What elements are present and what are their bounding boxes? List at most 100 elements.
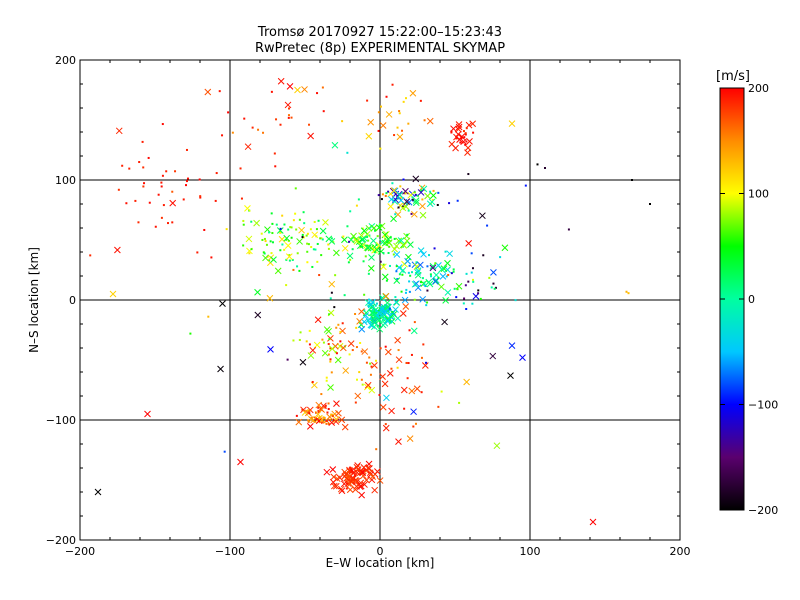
data-point-x [446,250,454,258]
data-point-x [308,415,315,423]
data-point-dot [186,177,189,180]
data-point-dot [185,148,188,151]
data-point-dot [138,161,141,164]
data-point-dot [227,111,230,114]
data-point-dot [288,254,291,257]
data-point-dot [345,487,348,490]
data-point-dot [310,246,313,249]
data-point-dot [363,309,366,312]
data-point-x [354,462,362,469]
data-point-dot [355,204,358,207]
data-point-dot [329,297,332,300]
data-point-x [438,265,446,273]
data-point-dot [456,288,459,291]
data-point-dot [383,319,386,322]
data-point-x [319,416,326,424]
data-point-dot [458,401,461,404]
data-point-x [336,474,344,482]
data-point-dot [317,406,320,409]
x-axis-label: E–W location [km] [326,556,435,570]
data-point-dot [380,105,383,108]
data-point-dot [447,273,450,276]
data-point-dot [427,254,430,257]
data-point-dot [395,270,398,273]
data-point-dot [295,414,298,417]
data-point-dot [117,188,120,191]
data-point-dot [310,416,313,419]
data-point-x [323,468,331,476]
data-point-dot [307,409,310,412]
data-point-dot [492,282,495,285]
data-point-dot [128,167,131,170]
data-point-dot [320,393,323,396]
data-point-dot [413,298,416,301]
data-point-x [335,409,342,417]
data-point-dot [273,152,276,155]
data-point-x [346,480,354,488]
data-point-x [469,120,477,128]
data-point-dot [394,296,397,299]
data-point-x [421,362,429,369]
data-point-dot [242,223,245,226]
data-point-x [368,254,375,261]
data-point-dot [452,270,455,273]
data-point-dot [369,373,372,376]
data-point-dot [374,251,377,254]
data-point-x [412,197,420,204]
data-point-x [350,232,357,240]
data-point-x [296,238,303,245]
data-point-dot [494,286,497,289]
colorbar-tick-label: 200 [748,82,769,95]
data-point-x [410,408,417,416]
data-point-x [376,477,384,484]
data-point-dot [319,237,322,240]
data-point-dot [162,204,165,207]
data-point-x [277,77,285,85]
data-point-x [402,187,409,195]
data-point-dot [423,281,426,284]
data-point-dot [317,411,320,414]
data-point-dot [367,305,370,308]
data-point-dot [324,404,327,407]
data-point-dot [347,261,350,264]
data-point-x [314,316,322,324]
data-point-dot [378,320,381,323]
data-point-dot [429,273,432,276]
colorbar-tick-label: 0 [748,293,755,306]
data-point-dot [472,280,475,283]
data-point-dot [198,178,201,181]
x-tick-label: −200 [65,545,95,558]
data-point-x [371,486,379,494]
data-point-dot [301,236,304,239]
data-point-x [439,273,447,280]
data-point-x [410,327,418,335]
data-point-x [311,231,319,239]
data-point-dot [322,110,325,113]
data-point-dot [374,304,377,307]
data-point-dot [426,301,429,304]
data-point-x [370,323,378,331]
data-point-x [382,424,390,432]
data-point-dot [337,323,340,326]
data-point-x [414,271,422,279]
data-point-dot [313,220,316,223]
data-point-dot [456,199,459,202]
data-point-dot [325,376,328,379]
data-point-dot [316,260,319,263]
data-point-x [307,132,315,140]
data-point-x [367,265,375,272]
data-point-dot [462,130,465,133]
data-point-dot [393,237,396,240]
data-point-dot [361,383,364,386]
x-tick-label: 100 [520,545,541,558]
data-point-dot [349,466,352,469]
data-point-x [298,226,305,234]
data-point-x [365,224,373,232]
data-point-x [490,269,497,276]
data-point-x [399,204,407,212]
data-point-dot [345,482,348,485]
data-point-x [460,138,467,146]
data-point-x [397,196,405,204]
data-point-dot [627,292,630,295]
data-point-dot [414,422,417,425]
